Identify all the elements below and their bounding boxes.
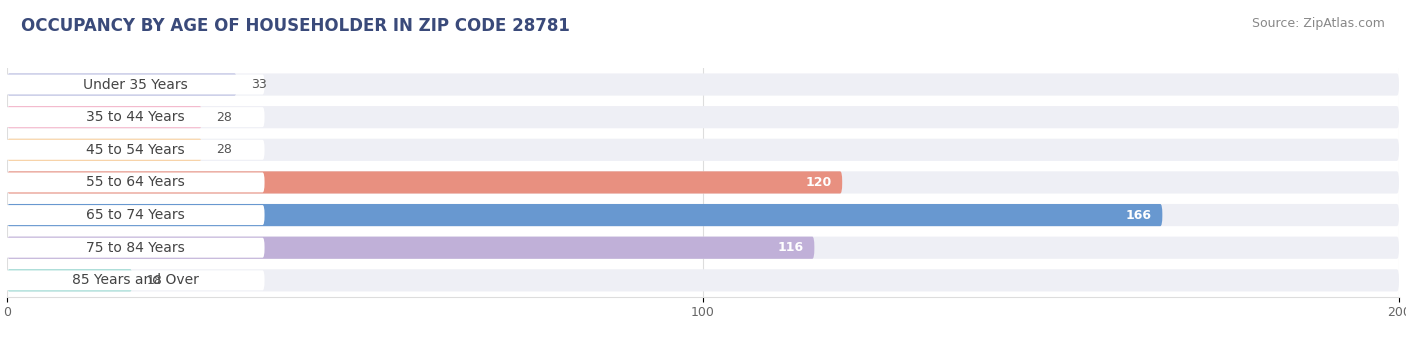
Text: 35 to 44 Years: 35 to 44 Years — [87, 110, 186, 124]
FancyBboxPatch shape — [7, 139, 202, 161]
Text: Under 35 Years: Under 35 Years — [83, 77, 188, 91]
FancyBboxPatch shape — [0, 205, 264, 225]
FancyBboxPatch shape — [7, 73, 236, 95]
Text: 85 Years and Over: 85 Years and Over — [72, 273, 200, 287]
FancyBboxPatch shape — [7, 106, 202, 128]
FancyBboxPatch shape — [0, 270, 264, 290]
Text: 45 to 54 Years: 45 to 54 Years — [87, 143, 186, 157]
FancyBboxPatch shape — [0, 107, 264, 127]
Text: 18: 18 — [146, 274, 162, 287]
Text: Source: ZipAtlas.com: Source: ZipAtlas.com — [1251, 17, 1385, 30]
Text: 65 to 74 Years: 65 to 74 Years — [86, 208, 186, 222]
FancyBboxPatch shape — [7, 204, 1399, 226]
FancyBboxPatch shape — [7, 204, 1163, 226]
FancyBboxPatch shape — [0, 173, 264, 192]
FancyBboxPatch shape — [7, 171, 1399, 194]
Text: 55 to 64 Years: 55 to 64 Years — [86, 175, 186, 190]
Text: 166: 166 — [1126, 209, 1152, 222]
FancyBboxPatch shape — [7, 269, 1399, 292]
FancyBboxPatch shape — [0, 238, 264, 258]
FancyBboxPatch shape — [0, 75, 264, 94]
FancyBboxPatch shape — [7, 237, 1399, 259]
FancyBboxPatch shape — [7, 237, 814, 259]
FancyBboxPatch shape — [7, 139, 1399, 161]
Text: 33: 33 — [250, 78, 266, 91]
Text: 120: 120 — [806, 176, 832, 189]
FancyBboxPatch shape — [0, 140, 264, 160]
FancyBboxPatch shape — [7, 73, 1399, 95]
Text: 28: 28 — [217, 143, 232, 156]
Text: OCCUPANCY BY AGE OF HOUSEHOLDER IN ZIP CODE 28781: OCCUPANCY BY AGE OF HOUSEHOLDER IN ZIP C… — [21, 17, 569, 35]
FancyBboxPatch shape — [7, 269, 132, 292]
FancyBboxPatch shape — [7, 171, 842, 194]
Text: 75 to 84 Years: 75 to 84 Years — [86, 241, 186, 255]
Text: 116: 116 — [778, 241, 804, 254]
Text: 28: 28 — [217, 111, 232, 124]
FancyBboxPatch shape — [7, 106, 1399, 128]
